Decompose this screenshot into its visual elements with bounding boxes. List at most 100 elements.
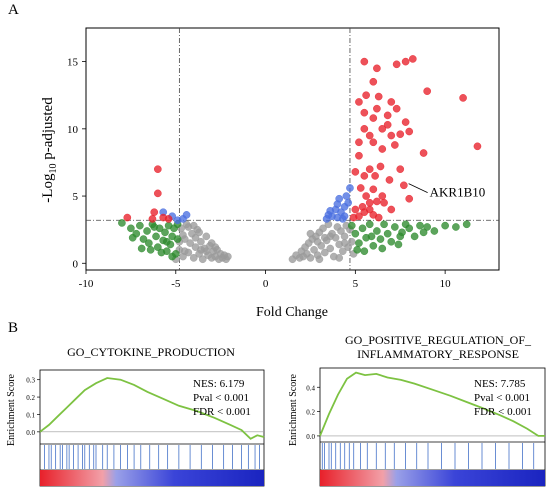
green-point (360, 247, 369, 255)
gsea1-pval: Pval < 0.001 (193, 392, 249, 404)
green-point (380, 220, 388, 229)
red-point (360, 57, 369, 66)
gsea2-hit-bars (321, 443, 535, 469)
red-point (378, 192, 387, 200)
green-point (353, 246, 361, 254)
grey-point (326, 244, 335, 253)
grey-point (321, 248, 329, 257)
blue-point (182, 211, 191, 219)
red-point (355, 98, 363, 106)
grey-point (189, 221, 198, 230)
red-point (351, 168, 360, 176)
volcano-ticks: -10 -5 0 5 10 0 5 10 15 (67, 57, 451, 290)
red-point (391, 141, 399, 149)
green-point (441, 221, 449, 230)
gsea2-y-tick-label: 0.0 (306, 433, 315, 441)
green-point (143, 227, 151, 235)
grey-point (197, 237, 205, 246)
red-point (376, 162, 385, 171)
green-point (127, 224, 135, 233)
green-point (347, 221, 356, 230)
green-point (452, 223, 460, 231)
grey-point (180, 247, 189, 255)
green-point (152, 232, 160, 241)
gsea1-y-tick-label: 0.1 (26, 411, 35, 419)
green-point (416, 221, 424, 230)
grey-point (335, 254, 343, 262)
grey-point (319, 224, 327, 233)
red-point (392, 104, 401, 113)
blue-point (340, 212, 349, 221)
grey-point (321, 233, 329, 242)
y-axis-label: -Log10 p-adjusted (40, 97, 59, 203)
green-point (367, 232, 376, 241)
volcano-plot: -10 -5 0 5 10 0 5 10 15 AKR1B10 Fold Change -Log… (40, 27, 500, 320)
blue-point (344, 198, 352, 207)
annotation-leader (408, 183, 428, 193)
blue-point (346, 184, 354, 192)
gsea1-enrichment-curve (39, 377, 265, 440)
red-point (401, 118, 410, 126)
red-point (148, 215, 157, 223)
red-point (378, 145, 387, 153)
red-point (401, 57, 410, 66)
red-point (380, 198, 388, 207)
grey-point (340, 232, 349, 241)
green-point (387, 237, 396, 246)
red-point (409, 55, 417, 63)
y-tick-label: 0 (73, 258, 79, 270)
y-axis-label-sub: 10 (48, 164, 59, 174)
green-point (394, 240, 403, 249)
volcano-points (118, 55, 482, 264)
x-tick-label: 10 (440, 278, 452, 290)
x-tick-label: 5 (353, 278, 359, 290)
green-point (173, 235, 182, 243)
green-point (462, 220, 471, 229)
gsea2-title-line2: INFLAMMATORY_RESPONSE (357, 347, 519, 361)
grey-point (315, 255, 324, 264)
red-point (360, 172, 369, 180)
green-point (139, 235, 148, 243)
red-point (373, 197, 381, 206)
grey-point (189, 254, 198, 262)
green-point (157, 248, 166, 257)
gsea1-title: GO_CYTOKINE_PRODUCTION (67, 345, 235, 359)
red-point (419, 149, 428, 157)
red-point (351, 205, 360, 214)
red-point (374, 92, 383, 101)
green-point (358, 224, 367, 233)
red-point (360, 108, 369, 117)
blue-point (324, 211, 333, 219)
red-point (355, 138, 363, 147)
blue-point (335, 194, 343, 203)
y-tick-label: 5 (73, 191, 79, 203)
green-point (163, 237, 171, 246)
gsea1-y-tick-label: 0.3 (26, 377, 35, 385)
grey-point (224, 252, 232, 261)
red-point (349, 213, 358, 222)
red-point (373, 64, 381, 73)
red-point (355, 151, 363, 160)
gsea1-hit-bars (44, 445, 260, 469)
green-point (383, 229, 392, 238)
green-point (355, 239, 363, 247)
blue-point (342, 192, 351, 200)
red-point (154, 189, 162, 198)
panel-b-label: B (8, 320, 19, 336)
red-point (369, 77, 378, 86)
grey-point (338, 247, 347, 255)
gsea1-y-tick-label: 0.2 (26, 394, 35, 402)
red-point (378, 125, 387, 133)
grey-point (347, 237, 356, 246)
red-point (387, 205, 396, 214)
red-point (423, 87, 431, 95)
red-point (365, 198, 374, 207)
volcano-plot-frame (85, 27, 500, 271)
grey-point (310, 246, 318, 254)
red-point (154, 165, 162, 173)
gsea2-ylabel: Enrichment Score (288, 373, 299, 445)
red-point (385, 176, 394, 184)
gsea1-y-tick-label: 0.0 (26, 429, 35, 437)
red-point (365, 131, 374, 140)
